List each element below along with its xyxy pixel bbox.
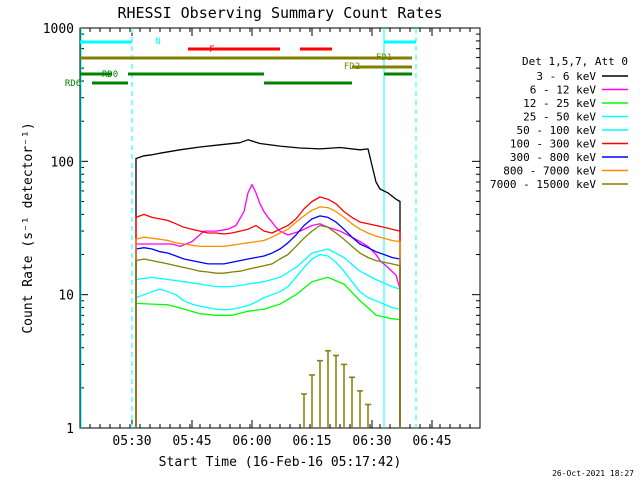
legend-label-1: 6 - 12 keV	[530, 84, 597, 97]
legend-label-6: 300 - 800 keV	[510, 151, 596, 164]
legend-label-2: 12 - 25 keV	[523, 97, 596, 110]
status-label-fd2: FD2	[344, 62, 360, 72]
y-axis-label: Count Rate (s⁻¹ detector⁻¹)	[21, 122, 36, 333]
footer-timestamp: 26-Oct-2021 18:27	[552, 469, 634, 478]
plot-frame	[79, 27, 481, 429]
series-line-8	[135, 224, 401, 428]
plot-area	[79, 27, 481, 429]
x-tick-label-1: 05:45	[172, 434, 211, 449]
status-label-f: F	[209, 45, 214, 55]
y-tick-label-0: 1	[66, 422, 74, 437]
legend-label-0: 3 - 6 keV	[536, 70, 596, 83]
series-line-0	[135, 139, 401, 428]
chart-title: RHESSI Observing Summary Count Rates	[117, 4, 442, 22]
x-tick-label-0: 05:30	[112, 434, 151, 449]
series-line-2	[135, 276, 401, 428]
series-line-3	[135, 253, 401, 428]
x-tick-label-2: 06:00	[232, 434, 271, 449]
series-line-7	[135, 206, 401, 428]
background-counts	[301, 349, 371, 428]
x-axis-label: Start Time (16-Feb-16 05:17:42)	[159, 455, 402, 470]
y-tick-label-3: 1000	[43, 22, 74, 37]
y-tick-label-2: 100	[51, 155, 74, 170]
legend-label-5: 100 - 300 keV	[510, 138, 596, 151]
legend-title: Det 1,5,7, Att 0	[522, 55, 628, 68]
series-line-5	[135, 196, 401, 428]
legend-label-3: 25 - 50 keV	[523, 111, 596, 124]
legend-label-7: 800 - 7000 keV	[503, 165, 596, 178]
x-tick-label-3: 06:15	[292, 434, 331, 449]
status-label-fd1: FD1	[376, 53, 392, 63]
series-line-4	[135, 248, 401, 428]
legend-label-8: 7000 - 15000 keV	[490, 178, 596, 191]
series-line-6	[135, 215, 401, 428]
status-label-rd0: RD0	[102, 70, 118, 80]
legend-label-4: 50 - 100 keV	[517, 124, 597, 137]
x-tick-label-5: 06:45	[412, 434, 451, 449]
x-tick-label-4: 06:30	[352, 434, 391, 449]
y-tick-label-1: 10	[58, 289, 74, 304]
status-label-n: N	[155, 37, 160, 47]
status-label-rd6: RD6	[65, 79, 81, 89]
